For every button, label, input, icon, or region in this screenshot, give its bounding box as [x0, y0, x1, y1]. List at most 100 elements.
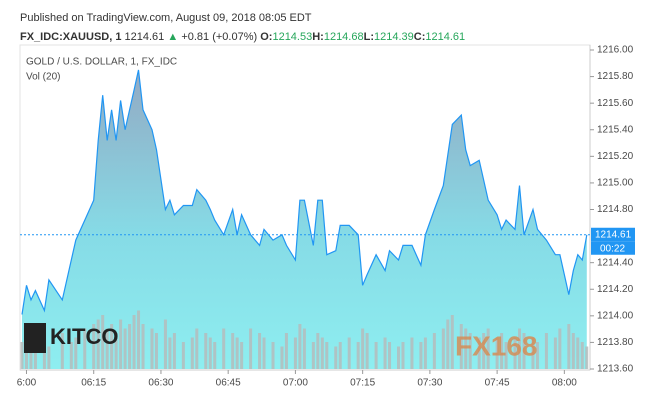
volume-bar — [356, 342, 360, 369]
volume-bar — [567, 324, 571, 369]
ohlc-label: L: — [364, 31, 374, 43]
volume-bar — [316, 333, 320, 369]
volume-bar — [101, 315, 105, 369]
x-tick-label: 06:30 — [148, 378, 173, 389]
volume-label: Vol (20) — [26, 72, 60, 83]
volume-bar — [477, 337, 481, 369]
volume-bar — [123, 328, 127, 369]
x-tick-label: 07:45 — [485, 378, 510, 389]
volume-bar — [347, 337, 351, 369]
volume-bar — [410, 337, 414, 369]
ohlc-value: 1214.39 — [374, 31, 414, 43]
ohlc-value: 1214.53 — [272, 31, 312, 43]
volume-bar — [249, 328, 253, 369]
volume-bar — [450, 315, 454, 369]
volume-bar — [20, 342, 24, 369]
volume-bar — [204, 333, 208, 369]
volume-bar — [298, 324, 302, 369]
volume-bar — [495, 337, 499, 369]
plot — [20, 69, 589, 370]
volume-bar — [459, 324, 463, 369]
x-tick-label: 08:00 — [552, 378, 577, 389]
volume-bar — [374, 342, 378, 369]
y-tick-label: 1216.00 — [597, 45, 634, 56]
x-tick-label: 07:30 — [417, 378, 442, 389]
volume-bar — [271, 342, 275, 369]
volume-bar — [47, 346, 51, 369]
volume-bar — [132, 315, 136, 369]
y-tick-label: 1214.80 — [597, 204, 634, 215]
volume-bar — [222, 328, 226, 369]
chart-title: GOLD / U.S. DOLLAR, 1, FX_IDC — [26, 57, 177, 68]
volume-bar — [83, 328, 87, 369]
volume-bar — [325, 342, 329, 369]
volume-bar — [33, 337, 37, 369]
volume-bar — [320, 337, 324, 369]
volume-bar — [446, 319, 450, 369]
volume-bar — [558, 328, 562, 369]
ohlc-value: 1214.61 — [425, 31, 465, 43]
volume-bar — [388, 342, 392, 369]
volume-bar — [190, 337, 194, 369]
volume-bar — [150, 328, 154, 369]
y-tick-label: 1213.60 — [597, 364, 634, 375]
volume-bar — [419, 342, 423, 369]
volume-bar — [141, 324, 145, 369]
kitco-logo — [24, 323, 46, 353]
y-tick-label: 1215.80 — [597, 71, 634, 82]
volume-bar — [181, 342, 185, 369]
volume-bar — [110, 324, 114, 369]
volume-bar — [486, 328, 490, 369]
volume-bar — [119, 319, 123, 369]
price-area — [22, 69, 587, 370]
y-tick-label: 1214.20 — [597, 284, 634, 295]
volume-bar — [580, 342, 584, 369]
volume-bar — [168, 337, 172, 369]
watermark-right: FX168 — [455, 330, 538, 361]
ohlc-label: H: — [312, 31, 324, 43]
volume-bar — [74, 337, 78, 369]
volume-bar — [401, 342, 405, 369]
published: Published on TradingView.com, August 09,… — [20, 12, 312, 24]
volume-bar — [284, 333, 288, 369]
y-tick-label: 1214.00 — [597, 310, 634, 321]
volume-bar — [518, 328, 522, 369]
volume-bar — [302, 328, 306, 369]
y-tick-label: 1215.00 — [597, 178, 634, 189]
volume-bar — [504, 342, 508, 369]
volume-bar — [544, 333, 548, 369]
volume-bar — [361, 328, 365, 369]
volume-bar — [464, 328, 468, 369]
volume-bar — [311, 342, 315, 369]
volume-bar — [334, 346, 338, 369]
volume-bar — [42, 342, 46, 369]
volume-bar — [513, 337, 517, 369]
volume-bar — [397, 346, 401, 369]
last-price-box — [591, 227, 635, 242]
volume-bar — [172, 333, 176, 369]
volume-bar — [60, 333, 64, 369]
volume-bar — [338, 342, 342, 369]
volume-bar — [213, 342, 217, 369]
watermark-left: KITCO — [50, 324, 118, 349]
volume-bar — [500, 333, 504, 369]
arrow: ▲ — [167, 31, 178, 43]
volume-bar — [137, 310, 141, 369]
y-tick-label: 1215.40 — [597, 124, 634, 135]
volume-bar — [531, 337, 535, 369]
countdown: 00:22 — [600, 243, 625, 254]
volume-bar — [535, 342, 539, 369]
price-line — [21, 69, 588, 315]
y-tick-label: 1215.20 — [597, 151, 634, 162]
volume-bar — [96, 319, 100, 369]
volume-bar — [24, 346, 28, 369]
volume-bar — [163, 319, 167, 369]
volume-bar — [235, 337, 239, 369]
volume-bar — [576, 337, 580, 369]
volume-bar — [571, 333, 575, 369]
volume-bar — [128, 324, 132, 369]
ohlc-value: 1214.68 — [324, 31, 364, 43]
x-tick-label: 07:15 — [350, 378, 375, 389]
